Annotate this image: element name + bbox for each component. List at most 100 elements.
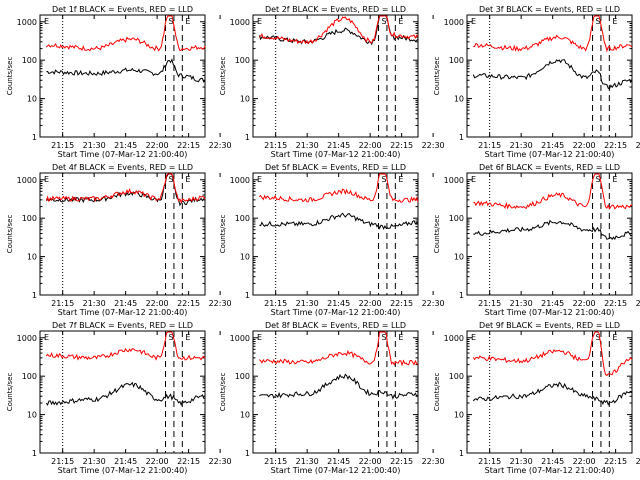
x-tick-label: 22:15 [177,299,200,308]
region-label: E [612,333,617,342]
x-axis-label: Start Time (07-Mar-12 21:00:40) [58,308,188,317]
y-tick-label: 100 [449,56,464,65]
region-label: S [382,17,387,26]
region-label: E [257,17,262,26]
x-tick-label: 21:45 [327,299,350,308]
y-tick-label: 100 [22,372,37,381]
y-tick-label: 1000 [17,18,37,27]
plot-frame [39,14,206,138]
region-label: E [257,333,262,342]
x-tick-label: 21:15 [264,141,287,150]
y-tick-label: 10 [454,95,464,104]
x-tick-label: 22:00 [573,141,596,150]
x-tick-label: 22:30 [422,457,445,466]
x-tick-label: 22:30 [636,299,640,308]
x-tick-label: 21:45 [327,457,350,466]
x-tick-label: 22:15 [390,457,413,466]
y-tick-label: 10 [240,95,250,104]
y-tick-label: 1000 [230,334,250,343]
x-tick-label: 22:15 [177,141,200,150]
x-tick-label: 22:15 [390,299,413,308]
x-tick-label: 22:30 [209,299,232,308]
region-label: S [596,175,601,184]
x-tick-label: 21:15 [51,141,74,150]
x-tick-label: 22:00 [146,457,169,466]
y-axis-label: Counts/sec [433,57,441,96]
y-tick-label: 1 [245,133,250,142]
x-tick-label: 22:15 [390,141,413,150]
y-tick-label: 10 [454,253,464,262]
y-tick-label: 100 [235,56,250,65]
x-axis-label: Start Time (07-Mar-12 21:00:40) [271,150,401,159]
plot-frame [466,14,633,138]
y-tick-label: 1 [459,291,464,300]
series-line [45,15,206,52]
x-tick-label: 21:15 [478,141,501,150]
x-tick-label: 22:00 [146,299,169,308]
region-label: E [185,175,190,184]
series-line [473,219,633,241]
x-tick-label: 21:30 [510,299,533,308]
x-tick-label: 21:15 [51,457,74,466]
x-axis-label: Start Time (07-Mar-12 21:00:40) [271,308,401,317]
x-tick-label: 21:45 [327,141,350,150]
x-tick-label: 22:30 [422,299,445,308]
x-tick-label: 22:30 [636,141,640,150]
region-label: E [185,333,190,342]
series-line [258,331,419,367]
chart-panel-3: Det 3f BLACK = Events, RED = LLD 1 10 100 10… [433,5,640,159]
y-tick-label: 100 [235,214,250,223]
chart-title: Det 9f BLACK = Events, RED = LLD [479,321,620,330]
y-tick-label: 100 [449,214,464,223]
plot-frame [466,330,633,454]
x-tick-label: 22:15 [604,141,627,150]
y-axis-label: Counts/sec [219,373,227,412]
region-label: E [44,17,49,26]
plot-frame [252,172,419,296]
y-tick-label: 1 [32,133,37,142]
series-line [259,212,419,231]
region-label: S [169,17,174,26]
x-tick-label: 22:15 [604,299,627,308]
x-axis-label: Start Time (07-Mar-12 21:00:40) [485,308,615,317]
x-tick-label: 22:30 [636,457,640,466]
x-tick-label: 21:30 [83,299,106,308]
y-tick-label: 1 [32,449,37,458]
series-line [45,331,206,361]
x-tick-label: 22:30 [209,141,232,150]
series-line [473,15,633,53]
x-axis-label: Start Time (07-Mar-12 21:00:40) [58,150,188,159]
region-label: E [612,175,617,184]
x-tick-label: 21:15 [264,299,287,308]
y-tick-label: 1000 [230,18,250,27]
x-tick-label: 21:15 [478,457,501,466]
x-tick-label: 21:15 [51,299,74,308]
y-axis-label: Counts/sec [219,215,227,254]
chart-title: Det 1f BLACK = Events, RED = LLD [52,5,193,14]
chart-panel-6: Det 6f BLACK = Events, RED = LLD 1 10 100 10… [433,163,640,317]
y-tick-label: 100 [22,56,37,65]
y-axis-label: Counts/sec [6,373,14,412]
series-line [259,373,419,400]
y-axis-label: Counts/sec [433,373,441,412]
x-tick-label: 22:00 [573,299,596,308]
x-tick-label: 21:45 [541,141,564,150]
x-tick-label: 21:30 [296,299,319,308]
region-label: E [471,17,476,26]
x-tick-label: 22:15 [177,457,200,466]
series-line [45,173,206,204]
y-tick-label: 10 [27,411,37,420]
chart-title: Det 6f BLACK = Events, RED = LLD [479,163,620,172]
region-label: S [382,175,387,184]
series-line [45,381,206,407]
region-label: S [596,17,601,26]
x-tick-label: 21:45 [541,457,564,466]
y-tick-label: 1 [459,133,464,142]
y-tick-label: 10 [240,253,250,262]
x-tick-label: 21:45 [541,299,564,308]
y-tick-label: 1 [245,449,250,458]
x-tick-label: 22:30 [209,457,232,466]
region-label: S [382,333,387,342]
series-line [472,59,633,90]
region-label: E [398,175,403,184]
